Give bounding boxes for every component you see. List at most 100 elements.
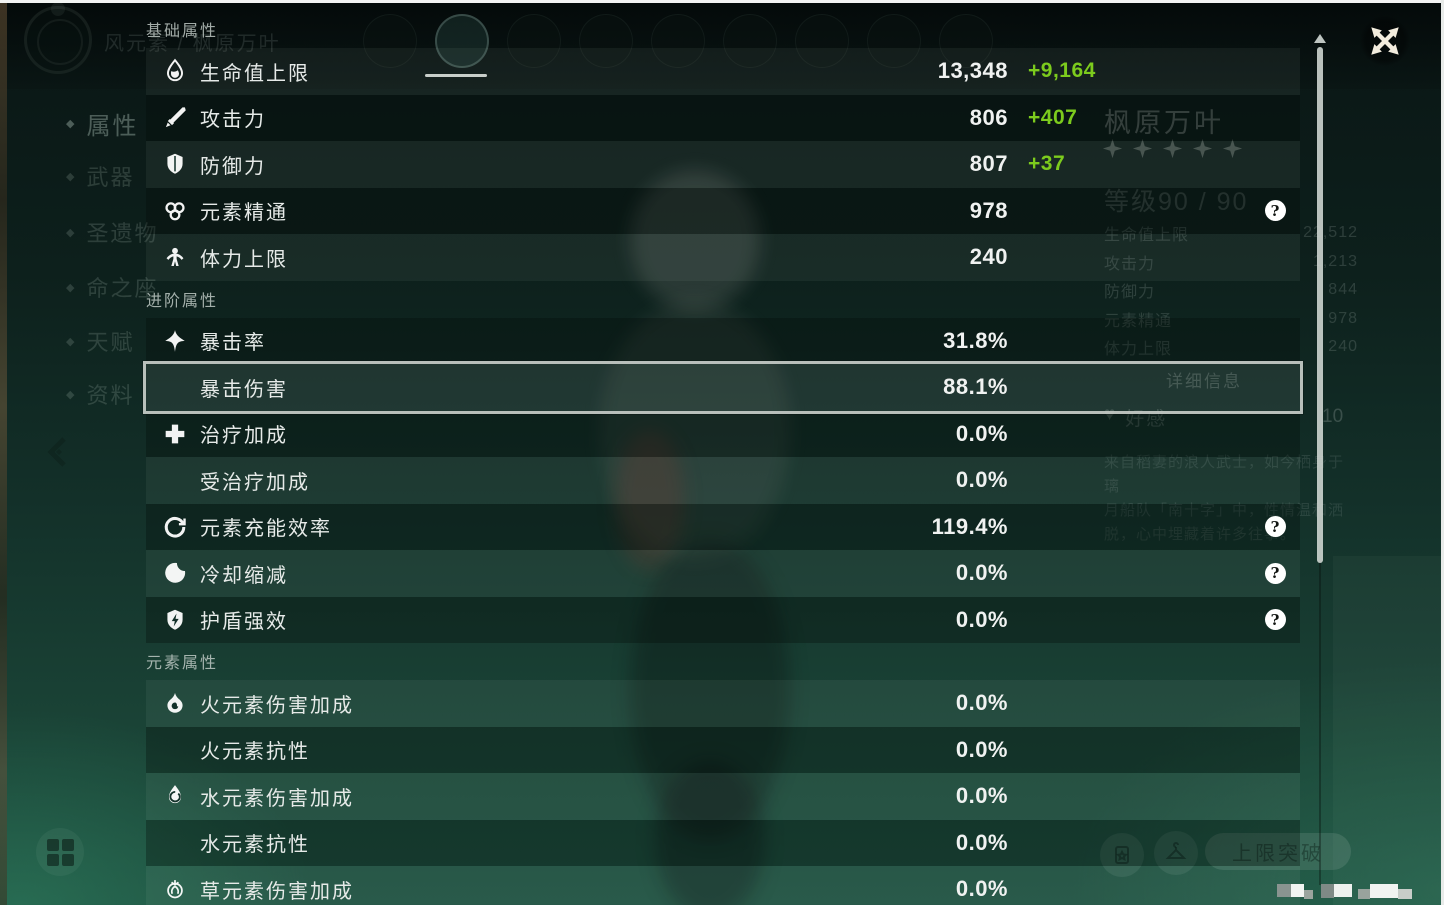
stat-row[interactable]: 治疗加成 0.0% [146,410,1300,457]
stat-label: 攻击力 [200,109,266,132]
stat-label: 体力上限 [200,248,288,271]
party-avatar[interactable] [435,14,489,68]
friendship-row: ♥ 好感 [1104,404,1167,431]
background-stat-row: 防御力 844 [1104,276,1358,305]
stat-value: 31.8% [943,327,1008,353]
stat-row[interactable]: 火元素抗性 0.0% [146,726,1300,773]
stat-value: 0.0% [955,690,1008,716]
def-icon [162,151,188,177]
stat-value: 0.0% [955,736,1008,762]
details-button[interactable]: 详细信息 [1166,372,1242,391]
stat-bonus-value: +37 [1028,152,1066,176]
pyro-icon [162,690,188,716]
stat-label: 暴击率 [200,332,266,355]
stat-label: 火元素抗性 [200,741,310,764]
sidebar-item-2[interactable]: ◆ 圣遗物 [66,216,158,248]
stat-value: 240 [969,244,1008,270]
stat-row[interactable]: 护盾强效 0.0%? [146,596,1300,643]
no-icon [162,467,188,493]
sidebar-item-3[interactable]: ◆ 命之座 [66,271,158,303]
background-stat-label: 体力上限 [1104,341,1173,359]
description-line: 月船队「南十字」中，性情温和洒 [1104,502,1345,519]
cooldown-icon [162,560,188,586]
menu-grid-button[interactable] [36,828,84,876]
background-stat-value: 1,213 [1312,252,1358,270]
no-icon [162,830,188,856]
party-avatar[interactable] [939,14,993,68]
redaction-block [1277,884,1291,897]
character-art [630,170,760,310]
stat-row[interactable]: 防御力 807 +37 [146,141,1300,188]
outfit-button[interactable] [1154,831,1198,875]
sidebar-item-5[interactable]: ◆ 资料 [66,378,134,410]
healing-bonus-icon [162,421,188,447]
help-icon[interactable]: ? [1264,516,1286,538]
selected-avatar-underline [425,74,487,77]
party-avatar[interactable] [867,14,921,68]
star-icon [1192,138,1213,159]
party-avatar[interactable] [651,14,705,68]
stat-row[interactable]: 冷却缩减 0.0%? [146,550,1300,597]
stat-row[interactable]: 攻击力 806 +407 [146,94,1300,141]
element-character-title: 风元素 / 枫原万叶 [104,33,281,55]
background-art-edge [0,0,7,905]
scroll-up-arrow-icon[interactable] [1314,34,1326,43]
stat-row[interactable]: 水元素抗性 0.0% [146,819,1300,866]
scrollbar-thumb[interactable] [1317,47,1323,563]
stat-label: 防御力 [200,155,266,178]
element-emblem-icon [24,2,92,74]
sidebar-item-1[interactable]: ◆ 武器 [66,160,134,192]
heart-icon: ♥ [1104,404,1118,425]
background-stat-value: 844 [1328,281,1358,299]
stat-label: 草元素伤害加成 [200,880,354,903]
sidebar-item-0[interactable]: ◆ 属性 [66,106,138,141]
stat-row[interactable]: 暴击伤害 88.1% [143,361,1303,414]
sidebar-item-4[interactable]: ◆ 天赋 [66,325,134,357]
redaction-block [1334,884,1352,897]
stat-row[interactable]: 火元素伤害加成 0.0% [146,680,1300,727]
redaction-block [1370,884,1398,898]
stat-label: 水元素伤害加成 [200,787,354,810]
help-icon[interactable]: ? [1264,562,1286,584]
stat-value: 0.0% [955,829,1008,855]
hp-icon [162,58,188,84]
stat-row[interactable]: 生命值上限 13,348 +9,164 [146,48,1300,95]
stat-row[interactable]: 暴击率 31.8% [146,317,1300,364]
help-icon[interactable]: ? [1264,609,1286,631]
party-avatar[interactable] [723,14,777,68]
hydro-icon [162,783,188,809]
party-bar-backdrop [0,3,1444,89]
stat-row[interactable]: 体力上限 240 [146,234,1300,281]
background-stat-list: 生命值上限 22,512 攻击力 1,213 防御力 844 元素精通 978 体力上限 240 [1104,219,1358,362]
stat-value: 0.0% [955,420,1008,446]
chevron-left-icon[interactable] [44,436,70,473]
background-stat-value: 22,512 [1303,224,1358,242]
stat-value: 978 [969,197,1008,223]
party-avatar[interactable] [579,14,633,68]
character-card-button[interactable] [1100,833,1144,877]
no-icon [162,737,188,763]
no-icon [162,374,188,400]
star-icon [1132,138,1153,159]
help-box: ? [1250,609,1300,631]
redaction-block [1358,889,1370,899]
stat-value: 13,348 [937,58,1008,84]
character-art [630,540,790,840]
stat-row[interactable]: 元素充能效率 119.4%? [146,503,1300,550]
stat-row[interactable]: 元素精通 978? [146,187,1300,234]
party-avatar[interactable] [507,14,561,68]
close-button[interactable] [1360,16,1410,66]
crit-rate-icon [162,328,188,354]
party-avatar[interactable] [795,14,849,68]
party-avatar[interactable] [363,14,417,68]
ascend-button[interactable]: 上限突破 [1205,833,1351,870]
stat-row[interactable]: 草元素伤害加成 0.0% [146,866,1300,905]
stat-row[interactable]: 受治疗加成 0.0% [146,457,1300,504]
stat-label: 元素精通 [200,202,288,225]
stat-row[interactable]: 水元素伤害加成 0.0% [146,773,1300,820]
character-level: 等级90 / 90 [1104,188,1249,216]
background-stat-value: 978 [1328,309,1358,327]
help-icon[interactable]: ? [1264,200,1286,222]
stat-label: 生命值上限 [200,62,310,85]
attributes-panel: 基础属性 生命值上限 13,348 +9,164 攻击力 806 +407 防御力 807 +37… [143,8,1303,905]
